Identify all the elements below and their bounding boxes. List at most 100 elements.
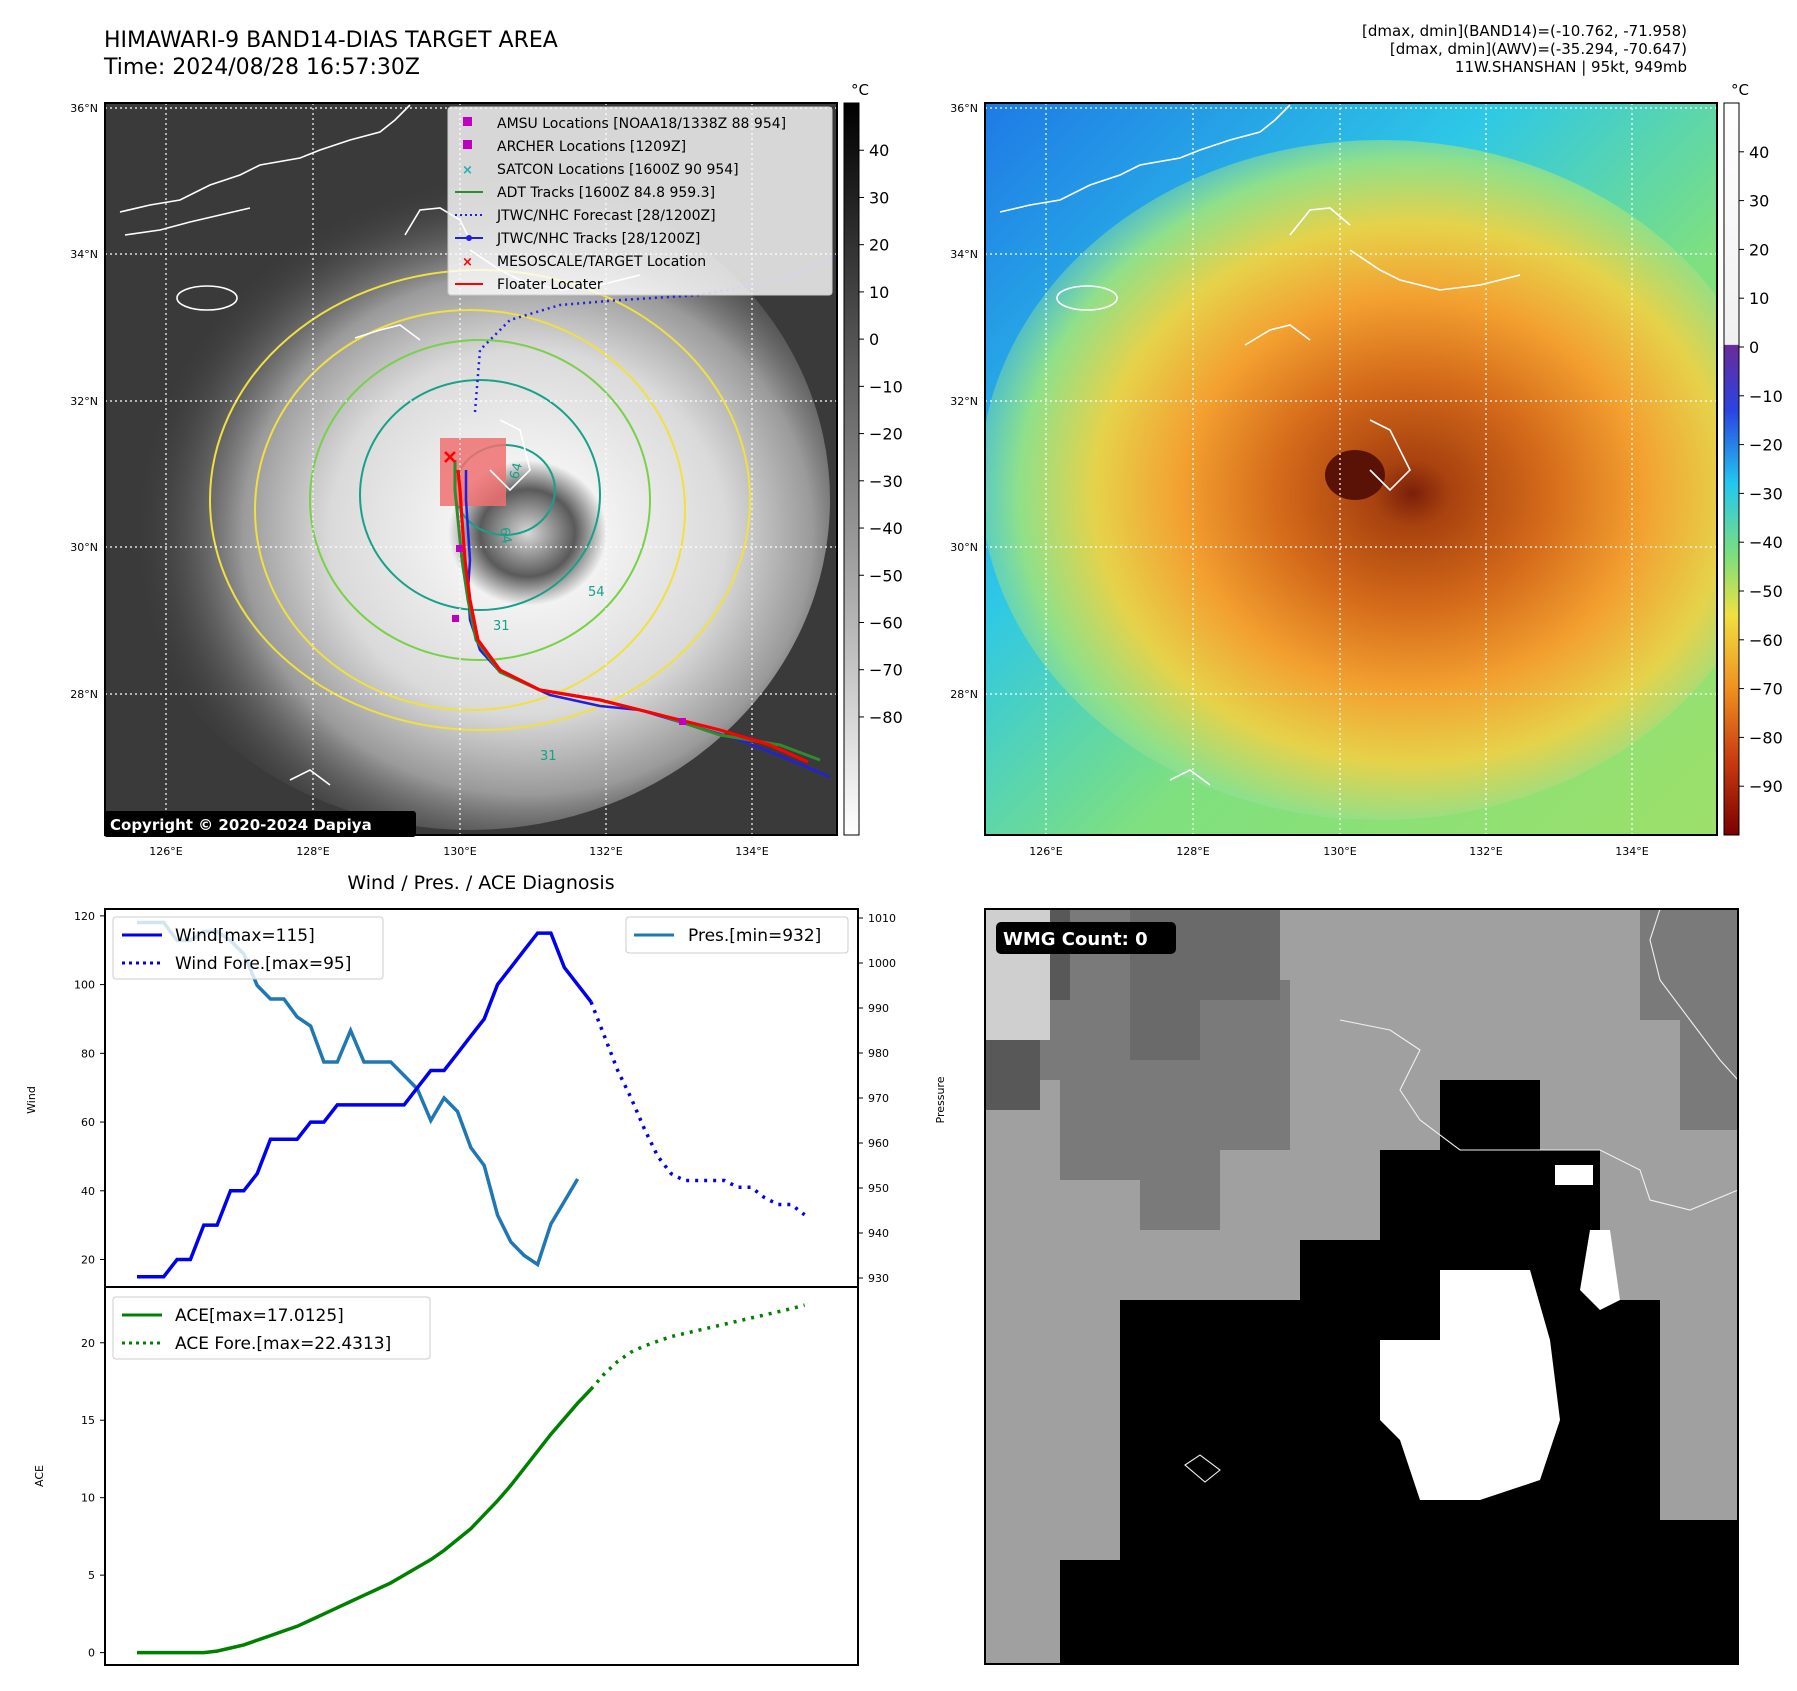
colorbar-tick-label: −80: [1749, 728, 1783, 747]
lon-tick: 128°E: [296, 845, 329, 858]
archer-marker-2: [679, 718, 686, 725]
colorbar-tick-label: −40: [1749, 533, 1783, 552]
colorbar-tick-label: −70: [1749, 680, 1783, 699]
awv-range: [dmax, dmin](AWV)=(-35.294, -70.647): [1389, 40, 1687, 58]
wmg-white-region: [1380, 1270, 1560, 1500]
ace-axis-label: ACE: [33, 1465, 46, 1487]
legend-mesoscale: MESOSCALE/TARGET Location: [497, 254, 706, 270]
wmg-frame: [984, 908, 1739, 1665]
legend-tracks: JTWC/NHC Tracks [28/1200Z]: [496, 231, 700, 247]
floater-track: [456, 469, 809, 764]
colorbar-tick-label: −40: [869, 519, 903, 538]
legend-box: [625, 916, 849, 954]
wind-axis-label: Wind: [25, 1086, 38, 1114]
adt-track: [453, 460, 821, 762]
contour-label: 31: [493, 619, 510, 634]
legend-ace-forecast: ACE Fore.[max=22.4313]: [175, 1334, 391, 1354]
lon-tick: 130°E: [1323, 845, 1356, 858]
legend-box: [447, 106, 833, 296]
intensity-info: [dmax, dmin](BAND14)=(-10.762, -71.958) …: [1362, 22, 1687, 76]
wind-tick-label: 20: [81, 1254, 95, 1267]
wind-tick-label: 40: [81, 1185, 95, 1198]
legend-floater: Floater Locater: [497, 277, 603, 293]
jtwc-forecast-track: [473, 256, 837, 413]
colorbar-tick-label: −90: [1749, 777, 1783, 796]
figure-time: Time: 2024/08/28 16:57:30Z: [104, 55, 420, 80]
lat-tick: 30°N: [950, 541, 978, 554]
pressure-legend: Pres.[min=932]: [625, 916, 849, 954]
colorbar-tick-label: −60: [869, 613, 903, 632]
colorbar-tick-label: 40: [869, 141, 889, 160]
band14-range: [dmax, dmin](BAND14)=(-10.762, -71.958): [1362, 22, 1687, 40]
legend-ace: ACE[max=17.0125]: [175, 1306, 344, 1326]
ace-tick-label: 5: [88, 1569, 95, 1582]
awv-colorbar-unit: °C: [1731, 81, 1749, 99]
lat-tick: 32°N: [70, 395, 98, 408]
legend-pressure: Pres.[min=932]: [688, 926, 821, 946]
legend-wind: Wind[max=115]: [175, 926, 315, 946]
ace-tick-label: 15: [81, 1414, 95, 1427]
lat-tick: 34°N: [950, 248, 978, 261]
diagnosis-title: Wind / Pres. / ACE Diagnosis: [347, 872, 614, 894]
ace-tick-label: 20: [81, 1337, 95, 1350]
legend-box: [112, 1296, 431, 1360]
wmg-map: [985, 908, 1739, 1664]
awv-colorbar-ticks: 40 30 20 10 0 −10 −20 −30 −40 −50 −60 −70 −80 −90: [1739, 143, 1783, 796]
ir-contours-green: [309, 339, 651, 661]
pressure-tick-label: 1010: [868, 912, 896, 925]
colorbar-tick-label: −50: [1749, 582, 1783, 601]
wmg-black-band: [1440, 1080, 1490, 1240]
colorbar-tick-label: −30: [1749, 484, 1783, 503]
legend-satcon: SATCON Locations [1600Z 90 954]: [497, 162, 739, 178]
ace-forecast-line: [589, 1303, 806, 1391]
wind-axis-ticks: 120 100 80 60 40 20: [74, 910, 105, 1267]
legend-amsu: AMSU Locations [NOAA18/1338Z 88 954]: [497, 116, 786, 132]
mesoscale-legend-marker: ×: [462, 255, 473, 270]
pressure-axis-ticks: 1010 1000 990 980 970 960 950 940 930: [858, 912, 896, 1285]
ace-axis-ticks: 20 15 10 5 0: [81, 1337, 105, 1660]
storm-info: 11W.SHANSHAN | 95kt, 949mb: [1454, 58, 1687, 76]
colorbar-tick-label: 10: [1749, 289, 1769, 308]
wmg-count-text: WMG Count: 0: [1003, 929, 1148, 950]
ace-line: [137, 1387, 593, 1655]
awv-map-frame: [984, 102, 1718, 836]
legend-adt: ADT Tracks [1600Z 84.8 959.3]: [497, 185, 715, 201]
ace-tick-label: 10: [81, 1492, 95, 1505]
wmg-white-region-2: [1580, 1230, 1620, 1310]
satcon-legend-marker: ×: [462, 163, 473, 178]
colorbar-tick-label: 30: [1749, 192, 1769, 211]
ir-contour-labels: 64 64 54 31 31: [493, 461, 605, 764]
pressure-tick-label: 1000: [868, 957, 896, 970]
contour-label: 64: [507, 461, 526, 481]
awv-map: [985, 103, 1717, 835]
pressure-tick-label: 930: [868, 1272, 889, 1285]
lat-tick: 36°N: [70, 102, 98, 115]
awv-lat-ticks: 36°N 34°N 32°N 30°N 28°N: [950, 102, 978, 701]
colorbar-tick-label: −80: [869, 708, 903, 727]
ir-legend: AMSU Locations [NOAA18/1338Z 88 954] ARC…: [447, 106, 833, 296]
colorbar-tick-label: −20: [869, 425, 903, 444]
wind-tick-label: 100: [74, 979, 95, 992]
legend-wind-forecast: Wind Fore.[max=95]: [175, 954, 351, 974]
amsu-marker: [452, 615, 459, 622]
awv-lon-ticks: 126°E 128°E 130°E 132°E 134°E: [1029, 845, 1648, 858]
wind-tick-label: 80: [81, 1047, 95, 1060]
colorbar-tick-label: 10: [869, 283, 889, 302]
colorbar-tick-label: 20: [1749, 240, 1769, 259]
lat-tick: 30°N: [70, 541, 98, 554]
wind-line: [137, 931, 593, 1279]
mesoscale-target-markers: [444, 451, 456, 463]
contour-label: 31: [540, 749, 557, 764]
ir-colorbar-unit: °C: [851, 81, 869, 99]
colorbar-tick-label: 40: [1749, 143, 1769, 162]
contour-label: 64: [496, 526, 514, 545]
colorbar-tick-label: 30: [869, 188, 889, 207]
ace-series: [137, 1303, 806, 1655]
awv-colorbar: [1723, 102, 1740, 836]
copyright-box: [104, 811, 416, 837]
colorbar-tick-label: −70: [869, 661, 903, 680]
lon-tick: 132°E: [1469, 845, 1502, 858]
contour-label: 54: [588, 585, 605, 600]
colorbar-tick-label: −60: [1749, 631, 1783, 650]
